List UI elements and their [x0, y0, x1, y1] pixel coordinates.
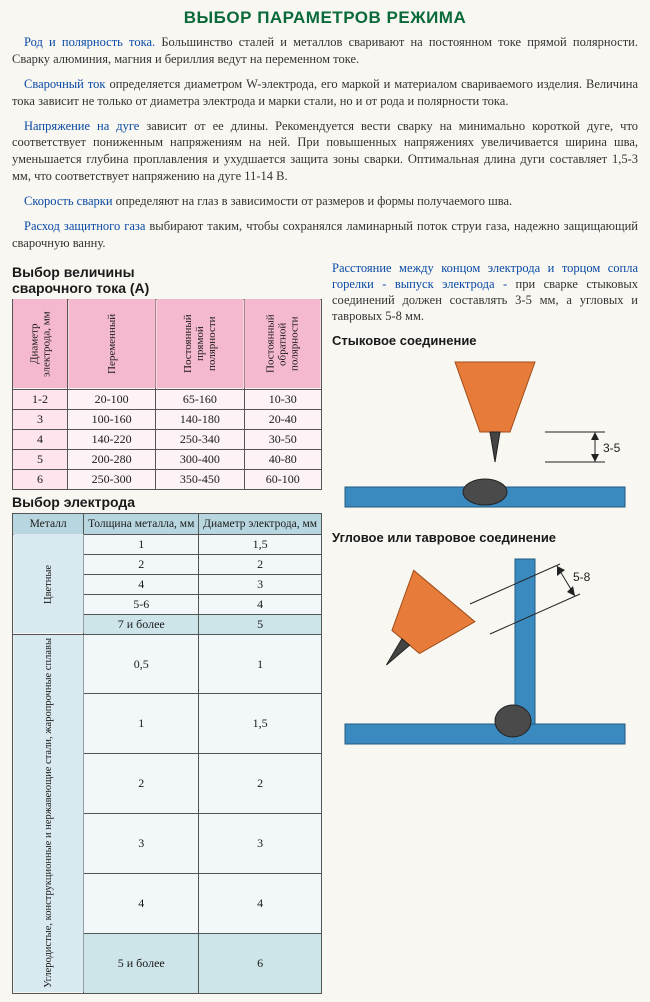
t1-cell: 1-2	[13, 389, 68, 409]
t2-cell: 6	[199, 933, 322, 993]
t2-col-metal: Металл	[13, 513, 84, 534]
t2-cell: 4	[84, 873, 199, 933]
t2-cell: 5-6	[84, 594, 199, 614]
t1-cell: 250-340	[156, 429, 244, 449]
t2-cell: 1,5	[199, 694, 322, 754]
intro-paragraph: Род и полярность тока. Большинство стале…	[12, 34, 638, 68]
t2-cell: 3	[199, 814, 322, 874]
intro-paragraph: Сварочный ток определяется диаметром W-э…	[12, 76, 638, 110]
t2-cell: 5 и более	[84, 933, 199, 993]
t2-col-diameter: Диаметр электрода, мм	[199, 513, 322, 534]
page-title: ВЫБОР ПАРАМЕТРОВ РЕЖИМА	[12, 8, 638, 28]
t2-group: Углеродистые, конструкционные и нержавею…	[13, 634, 84, 993]
t1-cell: 200-280	[68, 449, 156, 469]
t1-cell: 300-400	[156, 449, 244, 469]
t2-group: Цветные	[13, 534, 84, 634]
t2-cell: 4	[84, 574, 199, 594]
butt-joint-diagram: 3-5	[332, 352, 638, 522]
intro-paragraph: Скорость сварки определяют на глаз в зав…	[12, 193, 638, 210]
electrode-distance-note: Расстояние между концом электрода и торц…	[332, 260, 638, 325]
t1-cell: 60-100	[244, 469, 321, 489]
t2-cell: 1	[199, 634, 322, 694]
t1-cell: 20-100	[68, 389, 156, 409]
t1-cell: 10-30	[244, 389, 321, 409]
t2-cell: 4	[199, 594, 322, 614]
t1-cell: 20-40	[244, 409, 321, 429]
table1-title: Выбор величины сварочного тока (А)	[12, 264, 322, 296]
t2-cell: 2	[199, 754, 322, 814]
t2-cell: 0,5	[84, 634, 199, 694]
t1-cell: 100-160	[68, 409, 156, 429]
t1-cell: 350-450	[156, 469, 244, 489]
t1-cell: 3	[13, 409, 68, 429]
fillet-joint-label: Угловое или тавровое соединение	[332, 530, 638, 545]
t1-header: Постоянный обратной полярности	[244, 299, 321, 389]
t1-cell: 140-180	[156, 409, 244, 429]
table2-title: Выбор электрода	[12, 494, 322, 510]
t2-cell: 1	[84, 694, 199, 754]
butt-joint-label: Стыковое соединение	[332, 333, 638, 348]
intro-paragraphs: Род и полярность тока. Большинство стале…	[12, 34, 638, 252]
fillet-joint-diagram: 5-8	[332, 549, 638, 759]
t2-cell: 2	[84, 754, 199, 814]
t1-cell: 5	[13, 449, 68, 469]
t1-header: Переменный	[68, 299, 156, 389]
t2-cell: 2	[199, 554, 322, 574]
t2-cell: 5	[199, 614, 322, 634]
t2-cell: 7 и более	[84, 614, 199, 634]
t1-cell: 40-80	[244, 449, 321, 469]
electrode-table: Металл Толщина металла, мм Диаметр элект…	[12, 513, 322, 994]
t1-cell: 30-50	[244, 429, 321, 449]
t1-cell: 4	[13, 429, 68, 449]
intro-paragraph: Расход защитного газа выбирают таким, чт…	[12, 218, 638, 252]
t2-cell: 2	[84, 554, 199, 574]
t2-col-thickness: Толщина металла, мм	[84, 513, 199, 534]
t1-cell: 65-160	[156, 389, 244, 409]
t2-cell: 1,5	[199, 534, 322, 554]
t2-cell: 3	[84, 814, 199, 874]
t1-cell: 6	[13, 469, 68, 489]
t2-cell: 3	[199, 574, 322, 594]
svg-text:5-8: 5-8	[573, 570, 591, 584]
t1-header: Диаметр электрода, мм	[13, 299, 68, 389]
t1-cell: 140-220	[68, 429, 156, 449]
welding-current-table: Диаметр электрода, ммПеременныйПостоянны…	[12, 299, 322, 490]
intro-paragraph: Напряжение на дуге зависит от ее длины. …	[12, 118, 638, 186]
t2-cell: 4	[199, 873, 322, 933]
svg-text:3-5: 3-5	[603, 441, 621, 455]
t2-cell: 1	[84, 534, 199, 554]
t1-header: Постоянный прямой полярности	[156, 299, 244, 389]
t1-cell: 250-300	[68, 469, 156, 489]
